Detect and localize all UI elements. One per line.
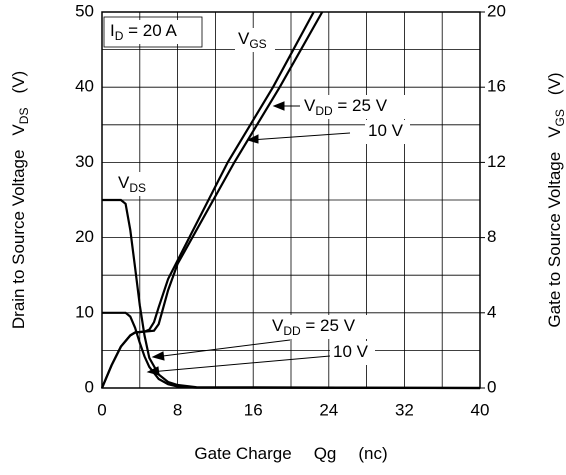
y-tick-label: 40 [75,77,94,96]
y2-tick-label: 12 [487,152,506,171]
annotation-part: = 25 V [301,316,356,335]
annotation-part: I [110,21,115,40]
annotation: VDD = 25 V [272,316,356,338]
annotation-part: V [304,96,316,115]
label-bg [365,120,410,144]
annotation-part: DD [315,104,333,118]
ticks: 0 8 16 24 32 40 0 10 20 30 40 50 0 4 8 12 16 20 [75,1,506,419]
curve [100,11,315,389]
y2-tick-label: 20 [487,1,506,20]
annotation: 10 V [333,342,369,361]
arrowhead [146,366,160,376]
y2-tick-label: 16 [487,77,506,96]
arrowhead [151,351,165,361]
x-tick-label: 24 [319,400,338,419]
label-bg [115,172,163,196]
arrowhead [272,101,285,111]
annotation-part: V [118,173,130,192]
label-bg [269,315,379,339]
label-bg [301,95,411,119]
x-tick-label: 40 [471,400,490,419]
y-tick-label: 50 [75,1,94,20]
y-tick-label: 10 [75,302,94,321]
x-axis-label-part: Gate Charge [194,444,291,463]
leader [149,355,331,373]
y2-tick-label: 8 [487,227,496,246]
x-axis-label-part: Qg [314,444,337,463]
x-tick-label: 16 [244,400,263,419]
leader-lines [146,101,351,376]
label-bg [330,341,375,365]
y-tick-label: 0 [85,377,94,396]
annotation: 10 V [368,121,404,140]
y-tick-label: 20 [75,227,94,246]
axis-label-part: V [9,124,28,136]
x-axis-label-part: (nc) [358,444,387,463]
label-bg [107,20,202,44]
annotation-part: V [238,29,250,48]
axis-label-part: DS [17,108,31,125]
curves [100,11,481,390]
axis-label-part: GS [553,109,566,126]
curve [102,198,481,390]
axis-label-part: Gate to Source Voltage [545,152,564,328]
curve [102,311,481,390]
ylabel: Drain to Source Voltage VDS (V) [9,71,31,329]
x-axis-label: Gate Charge Qg (nc) [194,444,387,463]
y-tick-label: 30 [75,152,94,171]
annotation: ID = 20 A [110,21,177,43]
annotation: VDD = 25 V [304,96,388,118]
axis-label-part: Drain to Source Voltage [9,150,28,330]
label-bg [235,28,275,52]
y2label: Gate to Source Voltage VGS (V) [545,72,566,327]
x-tick-label: 0 [97,400,106,419]
axis-label-part: (V) [545,72,564,95]
plot-frame [101,11,481,389]
arrowhead [246,134,259,144]
annotation-part: DS [129,181,146,195]
leader [154,339,291,358]
annotation-part: DD [283,324,301,338]
annotation-part: = 20 A [123,21,177,40]
annotation-part: GS [249,37,266,51]
annotation: VGS [238,29,267,51]
x-tick-label: 8 [173,400,182,419]
annotation: VDS [118,173,146,195]
y2-tick-label: 4 [487,302,496,321]
annotation-part: 10 V [333,342,369,361]
annotation-part: = 25 V [333,96,388,115]
annotation-part: 10 V [368,121,404,140]
axis-label-part: (V) [9,71,28,94]
label-box [103,16,203,48]
y2-tick-label: 0 [487,377,496,396]
axis-label-part: V [545,126,564,138]
annotation-part: D [115,29,124,43]
x-tick-label: 32 [395,400,414,419]
leader [249,132,351,141]
annotation-part: V [272,316,284,335]
